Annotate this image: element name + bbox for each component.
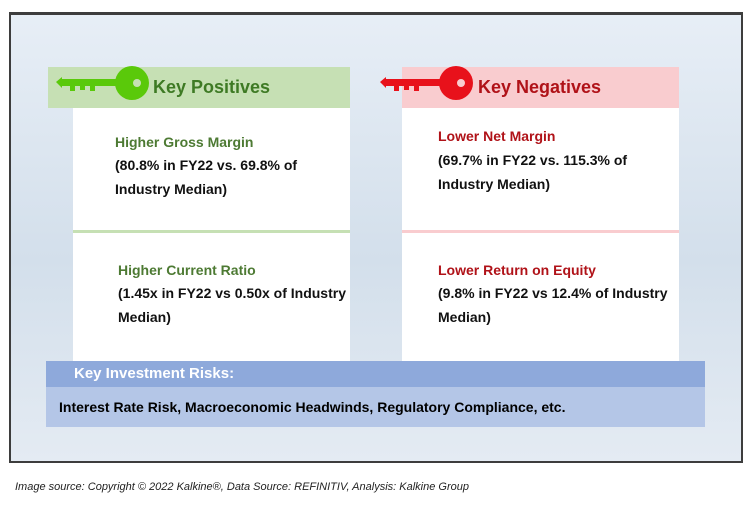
investment-risks-body: Interest Rate Risk, Macroeconomic Headwi…	[46, 387, 705, 427]
positive-divider	[73, 230, 350, 233]
negative-heading: Lower Return on Equity	[438, 262, 596, 278]
red-key-icon	[380, 66, 473, 100]
key-positives-header: Key Positives	[48, 67, 350, 108]
negative-card-net-margin: Lower Net Margin (69.7% in FY22 vs. 115.…	[402, 108, 679, 230]
positive-heading: Higher Gross Margin	[115, 134, 254, 150]
positive-card-gross-margin: Higher Gross Margin (80.8% in FY22 vs. 6…	[73, 108, 350, 230]
positive-heading: Higher Current Ratio	[118, 262, 256, 278]
positive-card-current-ratio: Higher Current Ratio (1.45x in FY22 vs 0…	[73, 233, 350, 361]
positive-detail: (80.8% in FY22 vs. 69.8% of Industry Med…	[115, 157, 298, 197]
key-negatives-header: Key Negatives	[402, 67, 679, 108]
green-key-icon	[56, 66, 149, 100]
negative-heading: Lower Net Margin	[438, 128, 556, 144]
negative-divider	[402, 230, 679, 233]
image-source-caption: Image source: Copyright © 2022 Kalkine®,…	[15, 481, 469, 493]
negative-detail: (69.7% in FY22 vs. 115.3% of Industry Me…	[438, 152, 628, 192]
investment-risks-title: Key Investment Risks:	[74, 365, 235, 382]
key-negatives-title: Key Negatives	[478, 77, 602, 97]
investment-risks-header: Key Investment Risks:	[46, 361, 705, 387]
investment-risks-text: Interest Rate Risk, Macroeconomic Headwi…	[59, 399, 566, 415]
positive-detail: (1.45x in FY22 vs 0.50x of Industry Medi…	[118, 285, 346, 325]
negative-card-roe: Lower Return on Equity (9.8% in FY22 vs …	[402, 233, 679, 361]
key-positives-title: Key Positives	[153, 77, 271, 97]
negative-detail: (9.8% in FY22 vs 12.4% of Industry Media…	[438, 285, 668, 325]
